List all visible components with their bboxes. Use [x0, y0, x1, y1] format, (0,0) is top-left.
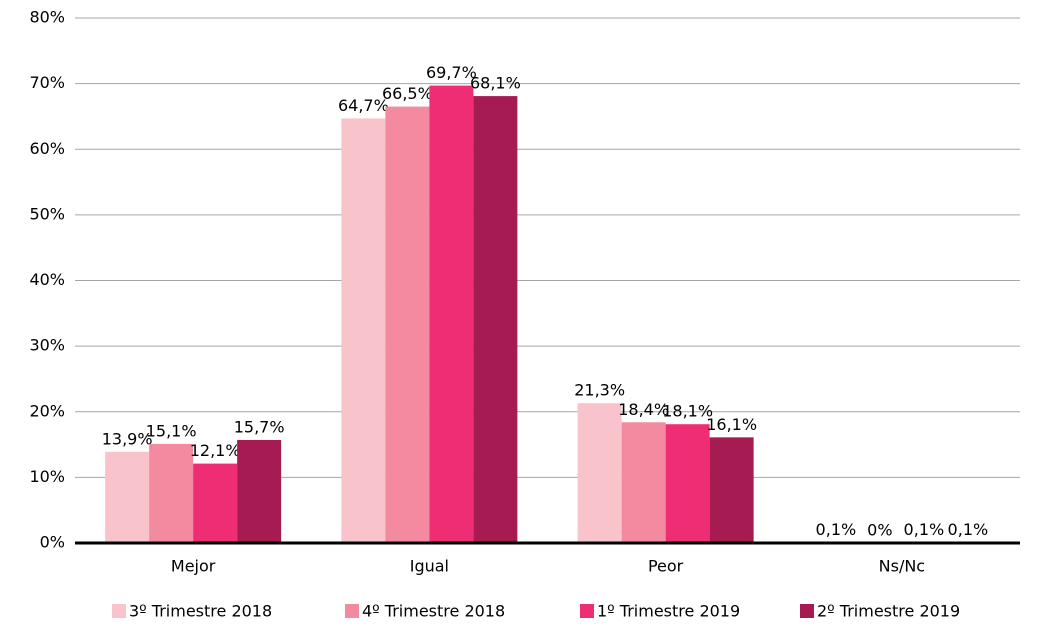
bar — [237, 439, 282, 543]
bar — [341, 118, 386, 543]
bar — [709, 437, 754, 543]
value-label: 15,7% — [234, 417, 285, 436]
value-label: 16,1% — [706, 415, 757, 434]
value-label: 69,7% — [426, 63, 477, 82]
value-label: 66,5% — [382, 84, 433, 103]
bar — [385, 106, 430, 543]
value-label: 13,9% — [102, 429, 153, 448]
legend-label: 4º Trimestre 2018 — [362, 602, 505, 621]
y-tick-label: 40% — [29, 270, 65, 289]
bar — [193, 463, 238, 543]
value-label: 0% — [867, 521, 892, 540]
bar — [429, 85, 474, 543]
legend-label: 2º Trimestre 2019 — [817, 602, 960, 621]
bar — [105, 451, 150, 543]
x-tick-label: Peor — [648, 557, 684, 576]
value-label: 21,3% — [574, 381, 625, 400]
y-tick-label: 30% — [29, 336, 65, 355]
bar — [577, 403, 622, 543]
value-label: 15,1% — [146, 421, 197, 440]
y-tick-label: 0% — [40, 533, 65, 552]
value-label: 64,7% — [338, 96, 389, 115]
value-label: 12,1% — [190, 441, 241, 460]
y-tick-label: 50% — [29, 204, 65, 223]
x-tick-label: Mejor — [171, 557, 216, 576]
bar — [621, 422, 666, 543]
legend-swatch — [580, 604, 594, 618]
value-label: 68,1% — [470, 74, 521, 93]
value-label: 0,1% — [904, 520, 945, 539]
legend-swatch — [800, 604, 814, 618]
legend-label: 3º Trimestre 2018 — [129, 602, 272, 621]
legend-label: 1º Trimestre 2019 — [597, 602, 740, 621]
y-tick-label: 70% — [29, 73, 65, 92]
x-tick-label: Ns/Nc — [879, 557, 925, 576]
bar — [149, 443, 194, 543]
legend-swatch — [345, 604, 359, 618]
value-label: 18,4% — [618, 400, 669, 419]
y-tick-label: 10% — [29, 467, 65, 486]
bar — [665, 424, 710, 543]
value-label: 0,1% — [948, 520, 989, 539]
bar — [473, 96, 518, 543]
y-tick-label: 20% — [29, 401, 65, 420]
x-tick-label: Igual — [410, 557, 449, 576]
y-tick-label: 80% — [29, 8, 65, 27]
value-label: 18,1% — [662, 402, 713, 421]
legend-swatch — [112, 604, 126, 618]
value-label: 0,1% — [816, 520, 857, 539]
y-tick-label: 60% — [29, 139, 65, 158]
